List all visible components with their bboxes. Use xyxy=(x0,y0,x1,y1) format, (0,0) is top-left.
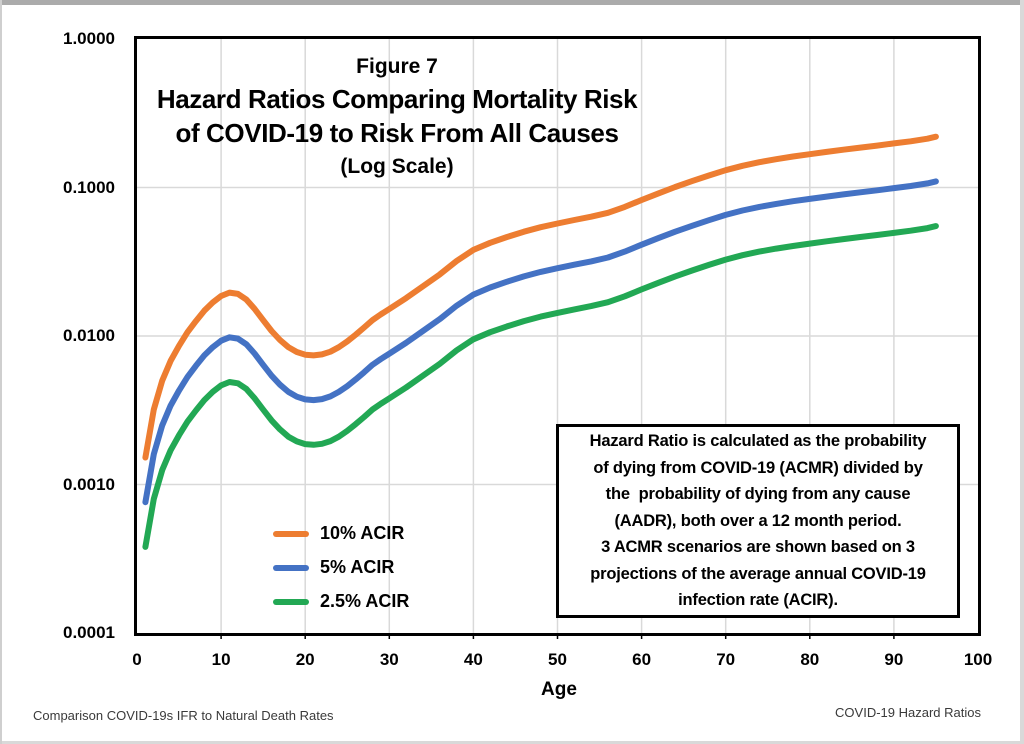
x-tick-label: 30 xyxy=(379,650,399,669)
annotation-line: infection rate (ACIR). xyxy=(678,591,838,610)
series-line-5-acir xyxy=(142,178,939,506)
footer-note-right: COVID-19 Hazard Ratios xyxy=(835,705,981,720)
annotation-line: projections of the average annual COVID-… xyxy=(590,564,926,583)
y-tick-label: 0.1000 xyxy=(63,177,115,197)
y-tick-label: 0.0100 xyxy=(63,326,115,345)
chart-subtitle: (Log Scale) xyxy=(340,155,454,178)
figure-label: Figure 7 xyxy=(356,55,438,78)
legend-swatch xyxy=(273,530,309,537)
y-tick-label: 0.0001 xyxy=(63,623,115,642)
annotation-line: Hazard Ratio is calculated as the probab… xyxy=(589,431,927,450)
legend-item: 10% ACIR xyxy=(273,523,409,544)
annotation-line: (AADR), both over a 12 month period. xyxy=(614,511,902,530)
x-tick-label: 40 xyxy=(463,650,483,669)
page-frame-bottom xyxy=(0,741,1024,744)
legend-swatch xyxy=(273,564,309,571)
x-tick-label: 100 xyxy=(963,650,993,669)
chart-title-line-2: of COVID-19 to Risk From All Causes xyxy=(175,118,619,148)
legend-item: 5% ACIR xyxy=(273,557,409,578)
y-tick-label: 1.0000 xyxy=(63,29,115,48)
y-tick-label: 0.0010 xyxy=(63,474,115,494)
legend-swatch xyxy=(273,598,309,605)
footer-note-left: Comparison COVID-19s IFR to Natural Deat… xyxy=(33,708,334,723)
annotation-line: the probability of dying from any cause xyxy=(605,485,911,504)
legend-label: 10% ACIR xyxy=(320,523,405,543)
page-frame-top xyxy=(0,0,1024,5)
x-tick-label: 0 xyxy=(132,650,142,669)
x-tick-label: 50 xyxy=(548,650,567,669)
x-tick-label: 70 xyxy=(716,650,736,669)
chart-title-block: Figure 7 Hazard Ratios Comparing Mortali… xyxy=(137,52,657,183)
x-tick-label: 60 xyxy=(632,650,652,669)
chart-legend: 10% ACIR 5% ACIR 2.5% ACIR xyxy=(273,523,409,612)
legend-item: 2.5% ACIR xyxy=(273,591,409,612)
legend-label: 5% ACIR xyxy=(320,557,395,577)
x-axis-title: Age xyxy=(541,679,577,700)
chart-title-line-1: Hazard Ratios Comparing Mortality Risk xyxy=(156,84,638,114)
page-frame-left xyxy=(0,0,2,744)
x-tick-label: 90 xyxy=(884,650,904,669)
annotation-line: of dying from COVID-19 (ACMR) divided by xyxy=(593,458,923,477)
x-tick-label: 10 xyxy=(211,650,231,669)
x-tick-label: 80 xyxy=(800,650,820,669)
series-line-10-acir xyxy=(142,133,939,461)
annotation-box: Hazard Ratio is calculated as the probab… xyxy=(556,424,960,618)
series-line-2-5-acir xyxy=(142,223,939,550)
legend-label: 2.5% ACIR xyxy=(320,591,410,611)
x-tick-label: 20 xyxy=(295,650,315,669)
annotation-line: 3 ACMR scenarios are shown based on 3 xyxy=(601,538,915,557)
page-frame-right xyxy=(1020,0,1024,744)
